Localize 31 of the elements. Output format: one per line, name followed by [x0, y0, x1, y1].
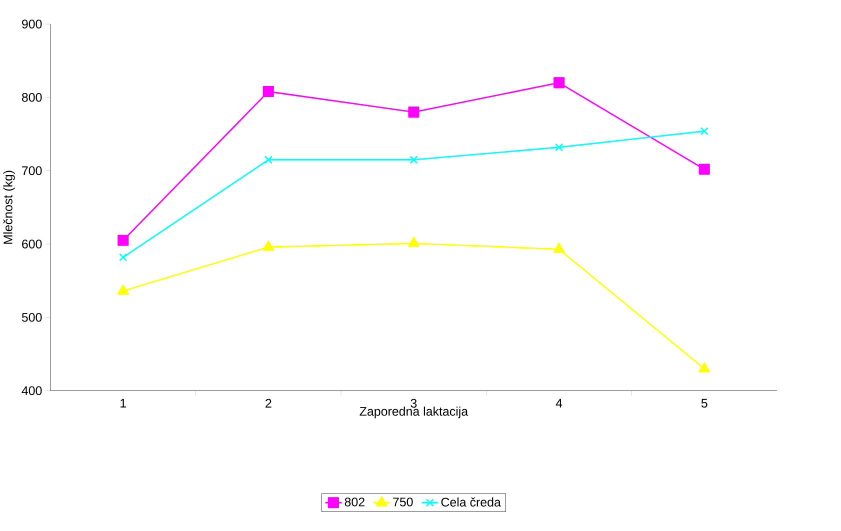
point [698, 164, 710, 175]
y-axis-title: Mlečnost (kg) [3, 170, 15, 244]
y-tick-label: 800 [22, 92, 42, 102]
x-tick-label: 3 [410, 398, 417, 408]
y-tick-label: 500 [22, 312, 42, 322]
point [698, 362, 710, 372]
point [118, 234, 129, 246]
x-tick-label: 1 [120, 398, 126, 408]
point [408, 106, 420, 118]
point [553, 242, 565, 253]
x-tick-label: 2 [266, 398, 272, 408]
y-tick-label: 600 [22, 240, 42, 248]
point [264, 155, 273, 164]
legend-label: 750 [393, 497, 413, 506]
point [700, 126, 708, 136]
point [410, 155, 418, 164]
x-tick-label: 5 [701, 398, 708, 408]
x-axis-title: Zaporedna laktacija [360, 406, 468, 418]
legend-label: Cela čreda [441, 497, 501, 506]
point [554, 77, 565, 88]
x-tick-label: 4 [556, 398, 562, 408]
point [118, 253, 128, 262]
y-tick-label: 700 [22, 166, 42, 176]
point [262, 86, 274, 97]
point [117, 284, 129, 294]
point [408, 236, 420, 247]
y-tick-label: 900 [22, 20, 42, 28]
point [554, 143, 564, 152]
point [262, 240, 274, 250]
y-tick-label: 400 [22, 386, 42, 396]
legend-label: 802 [344, 497, 364, 506]
